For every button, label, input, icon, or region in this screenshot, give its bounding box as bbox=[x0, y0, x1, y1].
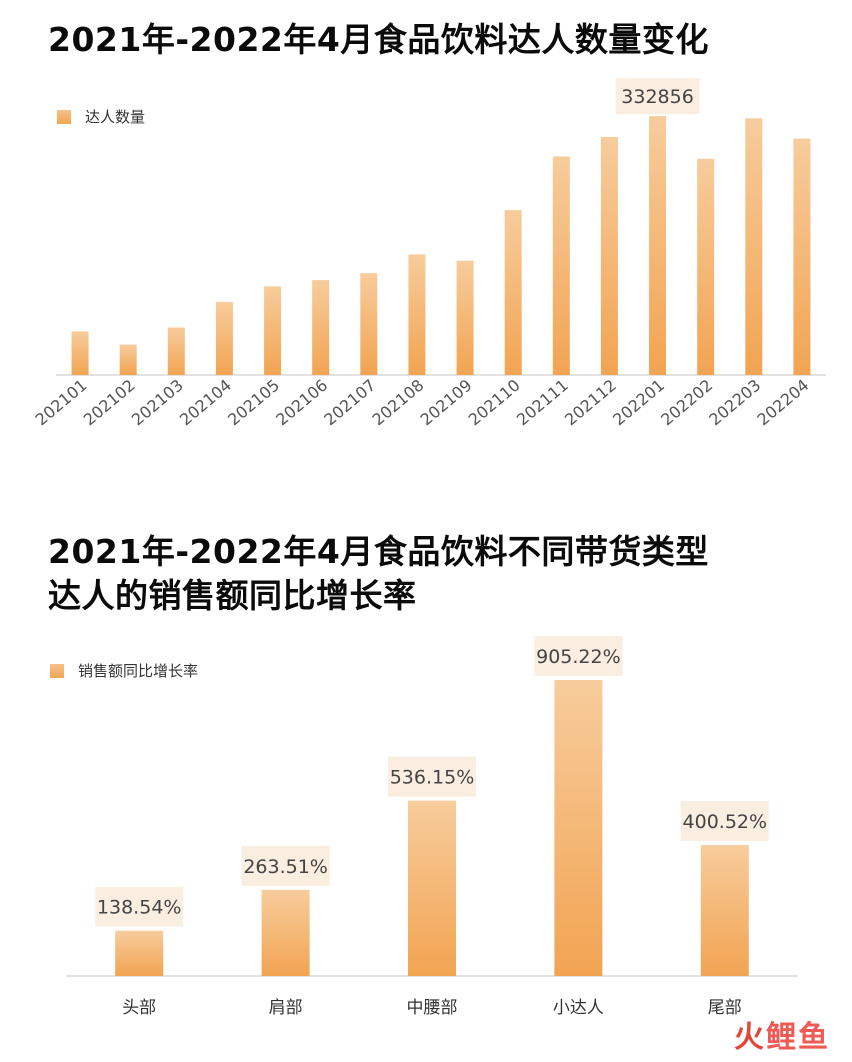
chart2-category-label: 中腰部 bbox=[407, 998, 458, 1018]
watermark-logo: 火 鲤鱼 bbox=[734, 1012, 830, 1056]
chart2-plot: 头部 138.54% 肩部 263.51% 中腰部 536.15% 小达人 905.22% 尾部… bbox=[66, 636, 798, 1018]
chart2-category-label: 尾部 bbox=[708, 998, 742, 1018]
watermark-first: 火 bbox=[734, 1020, 766, 1055]
chart1-legend-label: 达人数量 bbox=[85, 108, 146, 126]
chart1-bar bbox=[600, 137, 618, 375]
chart2-legend-label: 销售额同比增长率 bbox=[78, 662, 199, 680]
chart1-bar bbox=[167, 327, 185, 375]
chart1-bar bbox=[215, 301, 233, 375]
chart1-plot: 2021012021022021032021042021052021062021… bbox=[32, 78, 826, 429]
chart1-bar bbox=[649, 116, 667, 375]
chart1-bar bbox=[793, 138, 811, 375]
chart1-bar bbox=[119, 344, 137, 375]
chart1-bar bbox=[552, 156, 570, 375]
chart1-bar bbox=[697, 158, 715, 375]
chart1-bar bbox=[504, 210, 522, 375]
chart2-category-label: 头部 bbox=[122, 998, 156, 1018]
chart1-legend: 达人数量 bbox=[57, 106, 145, 127]
chart1-bar bbox=[745, 118, 763, 375]
chart1-bar bbox=[456, 260, 474, 375]
chart2-category-label: 肩部 bbox=[269, 998, 303, 1018]
chart2-data-label-bg bbox=[388, 756, 476, 797]
chart2-data-label: 263.51% bbox=[243, 856, 328, 878]
chart2-legend-swatch bbox=[50, 663, 64, 678]
chart1-bar bbox=[360, 273, 378, 375]
watermark-rest: 鲤鱼 bbox=[766, 1020, 830, 1055]
chart2-bar bbox=[115, 930, 164, 976]
chart2-legend: 销售额同比增长率 bbox=[50, 660, 198, 681]
chart2-data-label: 905.22% bbox=[536, 646, 621, 668]
chart2-title-line2: 达人的销售额同比增长率 bbox=[48, 576, 417, 615]
chart1-bar bbox=[264, 286, 282, 375]
chart2-bar bbox=[261, 889, 310, 976]
chart2-data-label: 536.15% bbox=[390, 767, 475, 789]
chart1-data-label-bg bbox=[615, 78, 700, 115]
chart1-bar bbox=[312, 280, 330, 375]
chart2-data-label: 400.52% bbox=[683, 811, 768, 833]
chart2-data-label-bg bbox=[95, 886, 184, 927]
chart2-bar bbox=[554, 680, 603, 976]
chart2-data-label-bg bbox=[680, 801, 769, 842]
chart1-bar bbox=[71, 331, 89, 375]
chart2-data-label-bg bbox=[534, 636, 623, 676]
chart2-title-line1: 2021年-2022年4月食品饮料不同带货类型 bbox=[48, 532, 709, 571]
chart1-title: 2021年-2022年4月食品饮料达人数量变化 bbox=[48, 20, 709, 59]
chart1-bar bbox=[408, 254, 426, 375]
chart2-bar bbox=[408, 800, 456, 976]
chart2-data-label-bg bbox=[241, 845, 330, 886]
chart2-category-label: 小达人 bbox=[553, 998, 604, 1018]
chart1-data-label: 332856 bbox=[621, 86, 694, 108]
chart1-legend-swatch bbox=[57, 109, 71, 124]
chart2-bar bbox=[700, 845, 749, 976]
chart2-data-label: 138.54% bbox=[97, 897, 182, 919]
